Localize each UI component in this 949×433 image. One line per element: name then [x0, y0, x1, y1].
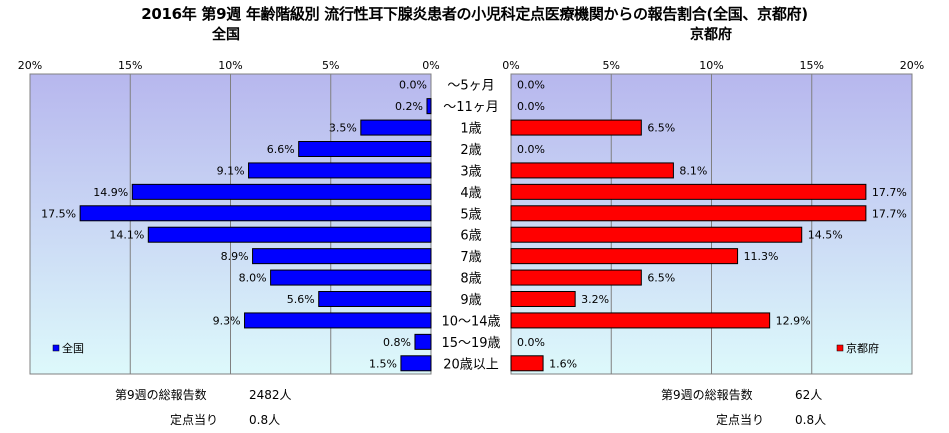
national-bar — [252, 248, 432, 265]
national-data-label: 6.6% — [267, 143, 295, 156]
kyoto-bar — [510, 312, 771, 329]
kyoto-tick-label: 0% — [502, 59, 519, 72]
national-bar — [131, 183, 432, 200]
national-data-label: 1.5% — [369, 357, 397, 370]
national-bar — [298, 141, 432, 157]
national-perpoint-label: 定点当り — [170, 413, 219, 427]
kyoto-legend-swatch — [836, 344, 844, 352]
national-bar — [318, 291, 432, 307]
national-bar — [147, 226, 432, 243]
national-data-label: 0.8% — [383, 336, 411, 349]
category-label: 1歳 — [460, 122, 481, 137]
national-bar — [400, 355, 432, 372]
kyoto-perpoint-value: 0.8人 — [795, 413, 827, 427]
kyoto-bar — [510, 248, 739, 265]
national-data-label: 3.5% — [329, 122, 357, 135]
kyoto-tick-label: 10% — [699, 59, 723, 72]
right-panel-title: 京都府 — [690, 27, 732, 43]
category-label: ～5ヶ月 — [447, 79, 494, 94]
national-legend-swatch — [52, 344, 60, 352]
kyoto-tick-label: 20% — [900, 59, 924, 72]
kyoto-data-label: 3.2% — [581, 293, 609, 306]
kyoto-bar — [510, 355, 544, 372]
national-data-label: 0.2% — [395, 100, 423, 113]
kyoto-tick-label: 15% — [800, 59, 824, 72]
kyoto-bar — [510, 183, 867, 200]
national-data-label: 5.6% — [287, 293, 315, 306]
national-bar — [270, 269, 432, 286]
category-label: 9歳 — [460, 293, 481, 308]
kyoto-data-label: 12.9% — [776, 314, 811, 327]
national-tick-label: 5% — [322, 59, 339, 72]
national-bar — [244, 312, 432, 329]
national-tick-label: 15% — [118, 59, 142, 72]
kyoto-data-label: 6.5% — [647, 272, 675, 285]
left-panel-title: 全国 — [212, 27, 240, 43]
kyoto-bar — [510, 226, 803, 243]
kyoto-data-label: 0.0% — [517, 100, 545, 113]
kyoto-data-label: 14.5% — [808, 229, 843, 242]
national-total-label: 第9週の総報告数 — [115, 388, 207, 402]
kyoto-data-label: 0.0% — [517, 336, 545, 349]
national-legend-label: 全国 — [62, 341, 84, 355]
national-bar — [360, 119, 432, 136]
kyoto-data-label: 0.0% — [517, 143, 545, 156]
national-tick-label: 10% — [218, 59, 242, 72]
kyoto-bar — [510, 119, 642, 136]
category-label: 10～14歳 — [441, 314, 500, 329]
category-label: 15～19歳 — [441, 336, 500, 351]
category-label: 5歳 — [460, 207, 481, 222]
chart-title: 2016年 第9週 年齢階級別 流行性耳下腺炎患者の小児科定点医療機関からの報告… — [141, 5, 808, 23]
kyoto-bar — [510, 269, 642, 286]
national-bar — [79, 205, 432, 222]
national-data-label: 17.5% — [41, 207, 76, 220]
national-bar — [426, 98, 432, 115]
national-bar — [414, 333, 432, 350]
kyoto-data-label: 11.3% — [744, 250, 779, 263]
category-label: 3歳 — [460, 164, 481, 179]
national-data-label: 9.1% — [217, 164, 245, 177]
kyoto-perpoint-label: 定点当り — [716, 413, 765, 427]
national-total-value: 2482人 — [249, 388, 292, 402]
kyoto-data-label: 6.5% — [647, 122, 675, 135]
kyoto-data-label: 0.0% — [517, 79, 545, 92]
national-bar — [248, 162, 432, 179]
national-data-label: 9.3% — [213, 314, 241, 327]
kyoto-data-label: 17.7% — [872, 186, 907, 199]
kyoto-data-label: 1.6% — [549, 357, 577, 370]
kyoto-bar — [510, 205, 867, 222]
kyoto-total-label: 第9週の総報告数 — [661, 388, 753, 402]
kyoto-total-value: 62人 — [795, 388, 823, 402]
kyoto-legend-label: 京都府 — [846, 341, 879, 355]
category-label: 20歳以上 — [443, 357, 499, 372]
national-data-label: 8.9% — [221, 250, 249, 263]
national-perpoint-value: 0.8人 — [249, 413, 281, 427]
national-tick-label: 20% — [18, 59, 42, 72]
kyoto-bar — [510, 291, 576, 307]
national-data-label: 0.0% — [399, 79, 427, 92]
category-label: ～11ヶ月 — [443, 100, 499, 115]
kyoto-data-label: 17.7% — [872, 207, 907, 220]
kyoto-tick-label: 5% — [603, 59, 620, 72]
category-label: 4歳 — [460, 186, 481, 201]
category-label: 8歳 — [460, 272, 481, 287]
kyoto-data-label: 8.1% — [679, 164, 707, 177]
category-label: 2歳 — [460, 143, 481, 158]
national-data-label: 14.9% — [93, 186, 128, 199]
national-tick-label: 0% — [422, 59, 439, 72]
category-label: 6歳 — [460, 229, 481, 244]
category-label: 7歳 — [460, 250, 481, 265]
national-data-label: 8.0% — [239, 272, 267, 285]
national-data-label: 14.1% — [109, 229, 144, 242]
kyoto-bar — [510, 162, 674, 179]
